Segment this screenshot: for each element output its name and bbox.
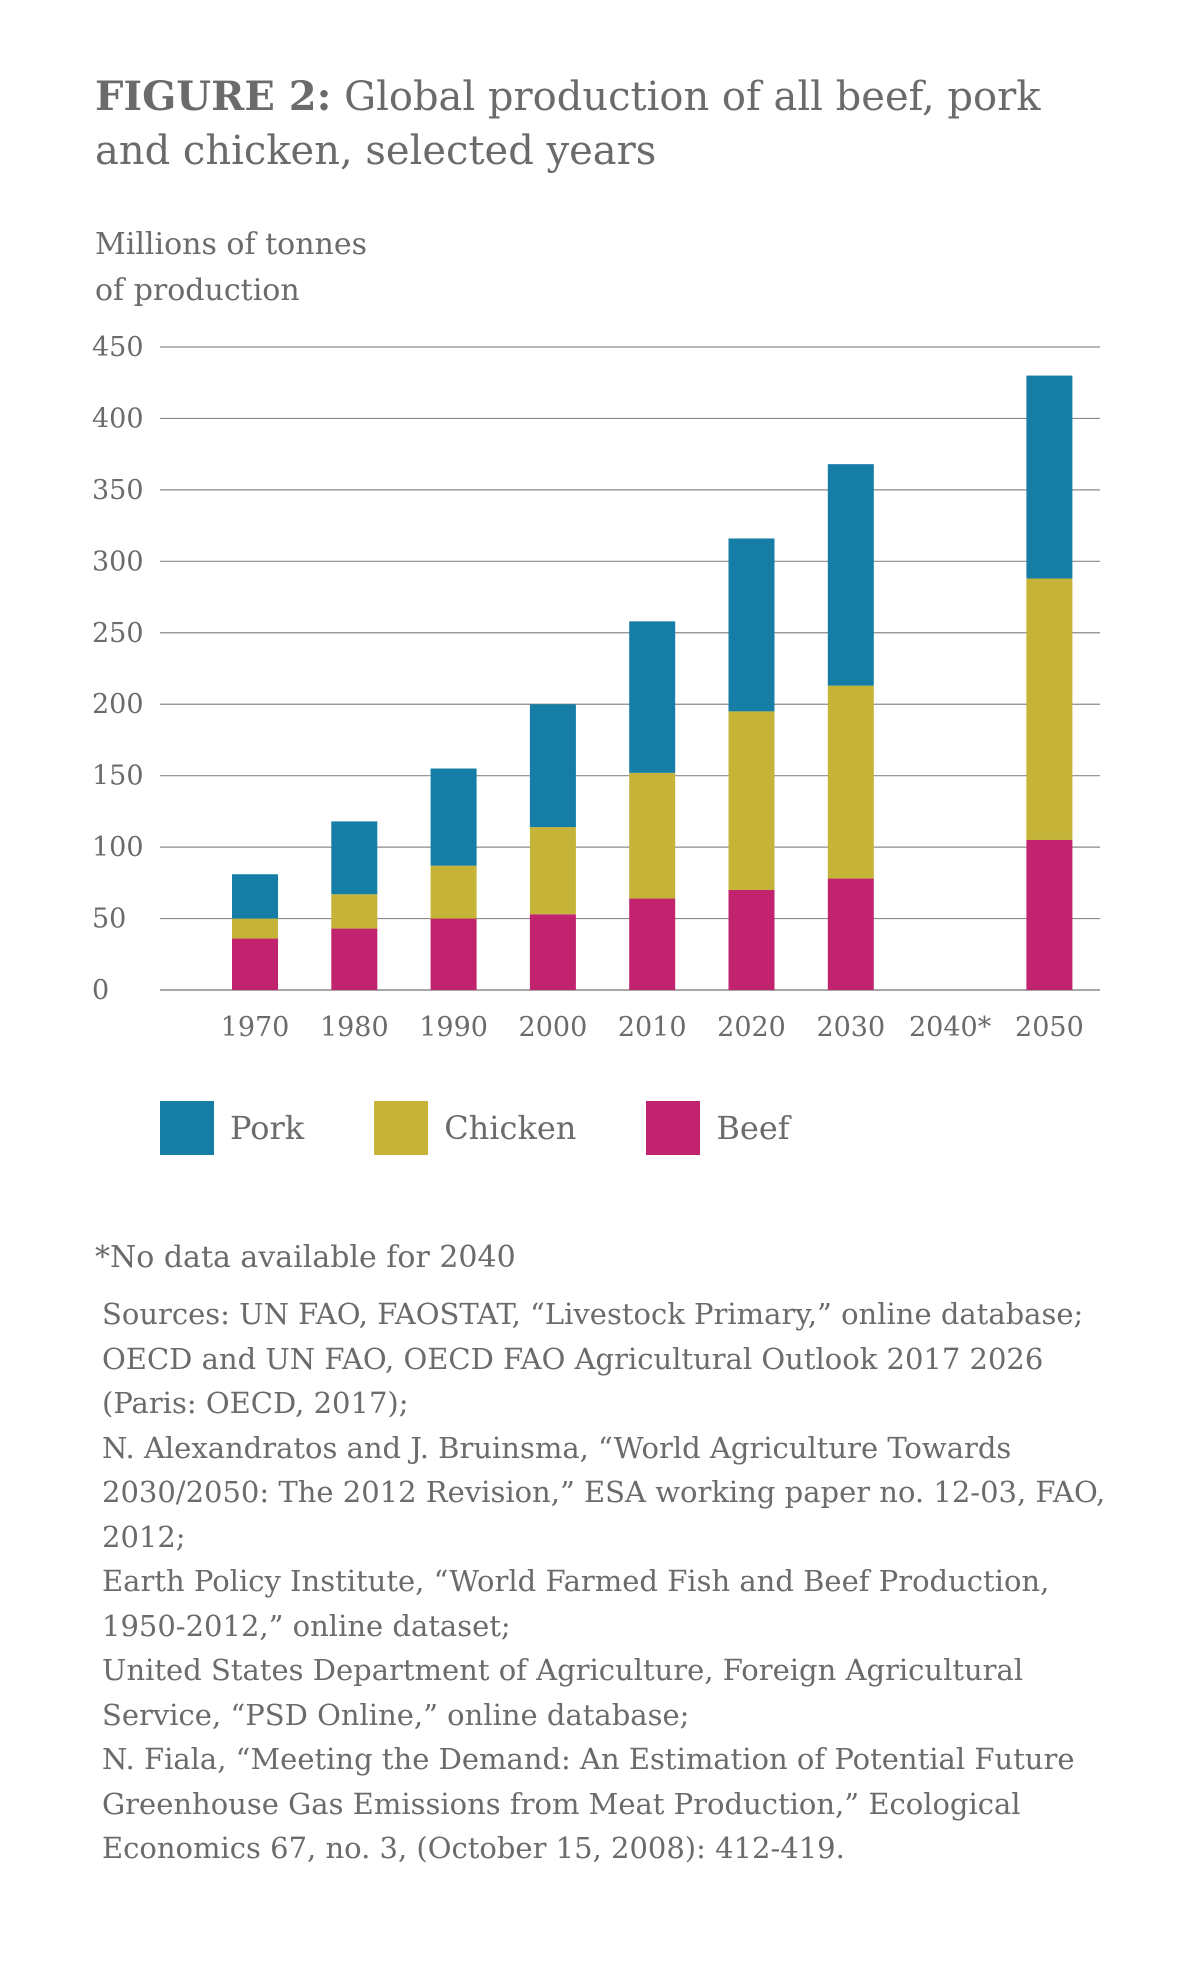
y-tick-label: 200 <box>92 689 144 720</box>
y-axis-label-line-2: of production <box>95 273 300 308</box>
bars <box>232 375 1073 990</box>
source-4: Earth Policy Institute, “World Farmed Fi… <box>102 1564 1050 1643</box>
footnote: *No data available for 2040 <box>95 1240 516 1275</box>
legend-label-beef: Beef <box>716 1109 790 1147</box>
title-line-2: and chicken, selected years <box>95 128 657 174</box>
y-axis-label: Millions of tonnes of production <box>95 222 455 314</box>
y-tick-labels: 0 50 100 150 200 250 300 350 400 450 <box>92 332 144 1006</box>
y-tick-label: 50 <box>92 904 126 935</box>
x-tick-label: 2050 <box>1015 1012 1084 1043</box>
stacked-bar-chart: 0 50 100 150 200 250 300 350 400 450 1970 1980 1990… <box>92 332 1100 1043</box>
legend-item-chicken: Chicken <box>374 1101 576 1155</box>
bar-beef-1970 <box>232 938 278 990</box>
x-tick-label: 2020 <box>717 1012 786 1043</box>
figure-label: FIGURE 2: <box>95 73 332 120</box>
legend-swatch-beef <box>646 1101 701 1155</box>
bar-beef-2010 <box>629 898 676 990</box>
bar-beef-2000 <box>529 914 576 990</box>
legend-item-beef: Beef <box>646 1101 790 1155</box>
bar-pork-2020 <box>728 538 775 712</box>
sources: Sources: UN FAO, FAOSTAT, “Livestock Pri… <box>102 1292 1112 1871</box>
source-5: United States Department of Agriculture,… <box>102 1653 1024 1732</box>
x-tick-labels: 1970 1980 1990 2000 2010 2020 2030 2040* 2050 <box>221 1012 1084 1043</box>
y-tick-label: 150 <box>92 761 144 792</box>
source-2: OECD and UN FAO, OECD FAO Agricultural O… <box>102 1341 1044 1421</box>
source-1: Sources: UN FAO, FAOSTAT, “Livestock Pri… <box>102 1297 1084 1331</box>
bar-chicken-2050 <box>1026 578 1073 840</box>
bar-chicken-1980 <box>331 894 378 929</box>
bar-pork-2000 <box>529 704 576 828</box>
bar-chicken-2000 <box>529 827 576 915</box>
y-tick-label: 350 <box>92 475 144 506</box>
bar-beef-1980 <box>331 928 378 990</box>
legend-item-pork: Pork <box>160 1101 304 1155</box>
x-tick-label: 2030 <box>816 1012 885 1043</box>
y-tick-label: 450 <box>92 332 144 363</box>
bar-beef-2030 <box>827 878 874 990</box>
y-tick-label: 400 <box>92 403 144 434</box>
legend-swatch-chicken <box>374 1101 429 1155</box>
x-tick-label: 1980 <box>320 1012 389 1043</box>
x-tick-label: 2000 <box>519 1012 588 1043</box>
bar-chicken-1990 <box>430 865 477 919</box>
bar-beef-2050 <box>1026 839 1073 990</box>
bar-pork-2030 <box>827 464 874 686</box>
bar-pork-1970 <box>232 874 278 919</box>
chart-title: FIGURE 2: Global production of all beef,… <box>95 70 1115 178</box>
legend-label-chicken: Chicken <box>444 1109 577 1147</box>
x-tick-label: 2040* <box>909 1012 992 1043</box>
bar-pork-2010 <box>629 621 676 773</box>
x-tick-label: 2010 <box>618 1012 687 1043</box>
bar-beef-2020 <box>728 889 775 990</box>
x-tick-label: 1990 <box>419 1012 488 1043</box>
bar-pork-1990 <box>430 768 477 866</box>
y-tick-label: 0 <box>92 975 109 1006</box>
legend: Pork Chicken Beef <box>160 1100 860 1156</box>
y-tick-label: 300 <box>92 546 144 577</box>
bar-pork-2050 <box>1026 375 1073 579</box>
y-tick-label: 250 <box>92 618 144 649</box>
bar-chicken-2020 <box>728 711 775 890</box>
bar-chicken-1970 <box>232 918 278 939</box>
title-line-1: Global production of all beef, pork <box>344 74 1041 120</box>
bar-chicken-2030 <box>827 685 874 879</box>
legend-label-pork: Pork <box>230 1109 305 1147</box>
x-tick-label: 1970 <box>221 1012 290 1043</box>
bar-pork-1980 <box>331 821 378 895</box>
bar-chicken-2010 <box>629 772 676 899</box>
legend-swatch-pork <box>160 1101 214 1155</box>
source-6: N. Fiala, “Meeting the Demand: An Estima… <box>102 1742 1075 1865</box>
y-tick-label: 100 <box>92 832 144 863</box>
bar-beef-1990 <box>430 918 477 990</box>
y-axis-label-line-1: Millions of tonnes <box>95 227 368 262</box>
source-3: N. Alexandratos and J. Bruinsma, “World … <box>102 1430 1106 1554</box>
